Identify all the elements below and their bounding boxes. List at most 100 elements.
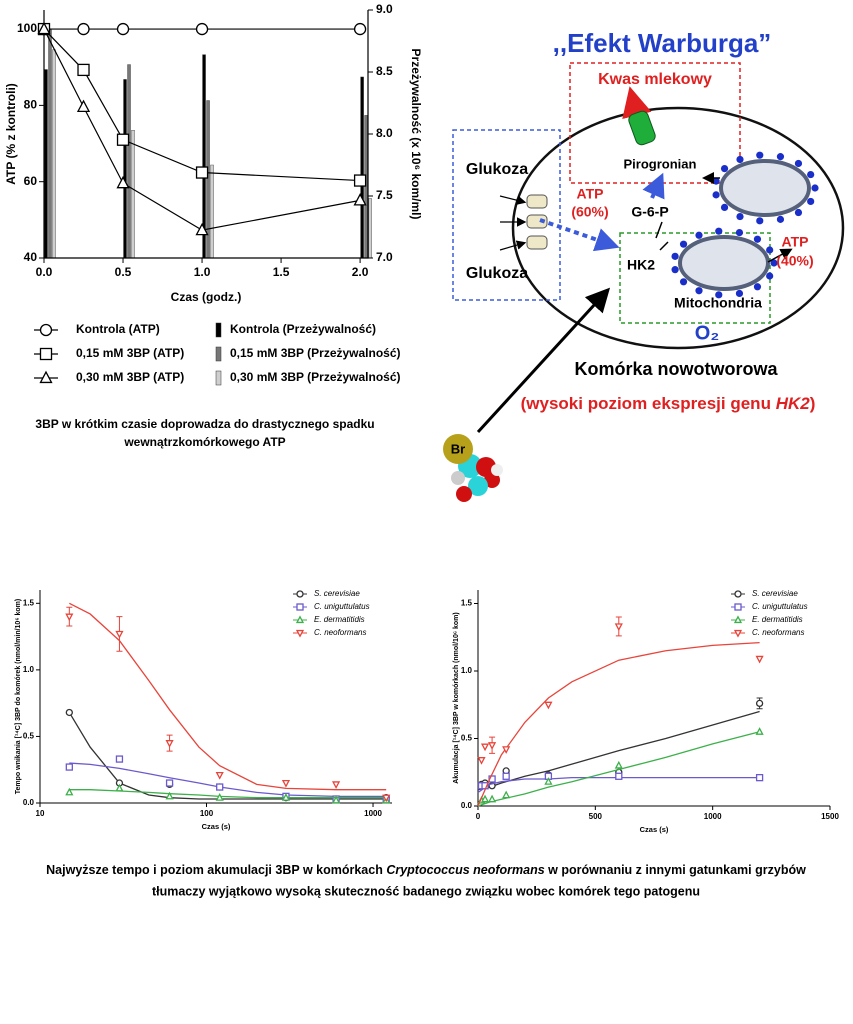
legend-label: C. neoformans (752, 628, 804, 637)
marker (353, 193, 367, 206)
x-tick-label: 1.5 (273, 265, 290, 279)
y-tick-label: 1.5 (23, 598, 35, 607)
warburg-diagram: ,,Efekt Warburga” Kwas mlekowy Pirogroni… (443, 28, 845, 502)
label: (wysoki poziom ekspresji genu HK2) (521, 394, 816, 413)
label: Komórka nowotworowa (574, 359, 778, 379)
mito-dot (753, 283, 762, 291)
mito-dot (720, 203, 729, 211)
x-tick-label: 0.5 (115, 265, 132, 279)
y2-tick-label: 7.5 (376, 188, 393, 202)
series-line (43, 28, 361, 231)
fit-line (69, 762, 387, 797)
label: (60%) (571, 204, 608, 220)
marker (77, 63, 90, 77)
x-tick-label: 0.0 (36, 265, 53, 279)
legend-label: 0,15 mM 3BP (Przeżywalność) (230, 346, 401, 360)
glucose-box (452, 129, 561, 301)
mito-dot (735, 289, 744, 298)
marker (614, 760, 623, 769)
marker (65, 708, 73, 717)
fit-line (477, 731, 760, 807)
y-tick-label: 100 (17, 21, 37, 35)
bar (360, 76, 364, 259)
x-tick-label: 1.0 (194, 265, 211, 279)
marker (195, 222, 209, 236)
x-axis-label: Czas (godz.) (171, 290, 242, 304)
marker (115, 755, 124, 763)
y-tick-label: 0.5 (23, 732, 35, 741)
marker (502, 790, 511, 799)
bar (127, 64, 131, 259)
pyruvate-arrow (642, 172, 665, 200)
marker (488, 742, 497, 750)
label: ATP (782, 234, 809, 250)
legend-label: 0,30 mM 3BP (ATP) (76, 370, 184, 384)
marker (281, 793, 291, 801)
y2-axis-label: Przeżywalność (x 10⁶ kom/ml) (409, 49, 423, 220)
marker (615, 772, 623, 780)
y2-tick-label: 8.0 (376, 126, 393, 140)
bar (123, 79, 127, 259)
mito-dot (695, 287, 703, 295)
marker (332, 795, 341, 804)
marker (39, 347, 53, 361)
marker (296, 590, 304, 598)
marker (65, 763, 73, 771)
transporters (526, 194, 548, 250)
marker (116, 22, 130, 36)
legend-label: S. cerevisiae (752, 589, 798, 598)
y2-tick-label: 7.0 (376, 250, 393, 264)
label: Br (451, 441, 465, 456)
marker (755, 774, 764, 782)
legend-label: C. uniguttulatus (314, 602, 370, 611)
x-tick-label: 1000 (364, 809, 382, 818)
mito-dot (776, 153, 785, 161)
atp40-arrow (767, 248, 793, 263)
marker (480, 743, 490, 752)
marker (755, 655, 764, 664)
marker (195, 166, 209, 179)
marker (755, 727, 764, 735)
y-axis-label: Akumulacja [¹⁴C] 3BP w komórkach (nmol/1… (453, 612, 460, 784)
marker (281, 779, 291, 788)
marker (488, 794, 497, 803)
molecule (443, 434, 503, 502)
marker (195, 22, 209, 36)
marker (65, 613, 74, 622)
marker (755, 699, 764, 708)
label: Glukoza (466, 265, 528, 282)
marker (734, 590, 742, 598)
mito-dot (695, 231, 703, 239)
mito-dot (679, 278, 688, 286)
y-tick-label: 1.0 (23, 665, 35, 674)
bar (364, 115, 368, 259)
bar (368, 198, 372, 259)
transport-arrows (499, 195, 527, 251)
label: O₂ (695, 322, 719, 344)
marker (502, 772, 510, 780)
marker (77, 22, 90, 36)
x-tick-label: 0 (476, 812, 481, 821)
mitochondrion (678, 159, 811, 291)
marker (544, 701, 553, 710)
fit-line (69, 789, 387, 799)
marker (734, 603, 742, 611)
label: ATP (577, 186, 604, 202)
series-line (43, 28, 361, 182)
y-tick-label: 1.0 (461, 666, 473, 675)
x-tick-label: 100 (200, 809, 214, 818)
marker (215, 793, 224, 801)
mito-dot (776, 215, 785, 223)
label: Mitochondria (674, 295, 762, 311)
marker (165, 791, 174, 800)
marker (215, 771, 224, 780)
marker (116, 175, 130, 189)
legend-label: E. dermatitidis (752, 615, 803, 624)
mito-dot (770, 259, 778, 267)
mito-dot (715, 227, 723, 235)
legend-label: 0,30 mM 3BP (Przeżywalność) (230, 370, 401, 384)
legend-label: Kontrola (Przeżywalność) (230, 322, 376, 336)
legend-swatch (215, 346, 222, 362)
mito-dot (679, 240, 688, 248)
mito-box (619, 232, 771, 324)
